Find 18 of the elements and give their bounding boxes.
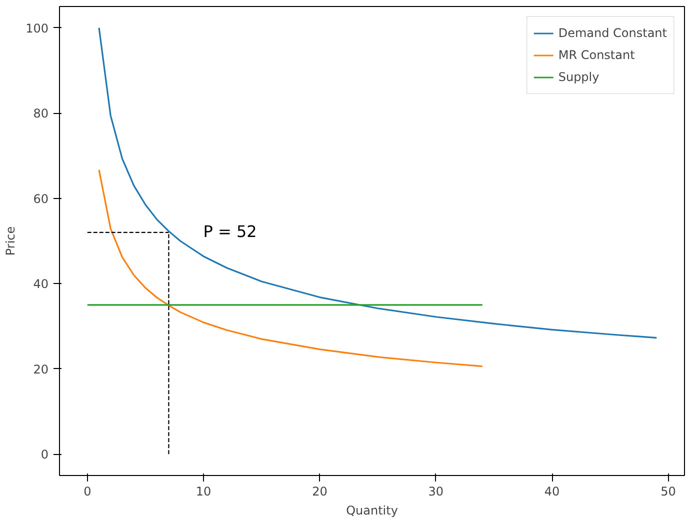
x-tick-label: 40 [544,484,560,498]
x-tick-label: 10 [196,484,212,498]
annotation: P = 52 [203,222,257,242]
legend-label: Demand Constant [558,26,667,40]
legend-label: MR Constant [558,48,635,62]
y-tick-label: 40 [33,277,49,292]
y-axis-title: Price [4,226,18,256]
y-tick-label: 100 [26,21,48,36]
x-tick-label: 50 [660,484,676,498]
y-tick-label: 20 [33,362,49,376]
x-tick-label: 0 [84,484,92,498]
y-tick-label: 0 [40,448,49,462]
y-tick-label: 60 [33,192,49,206]
x-tick-label: 20 [312,484,328,498]
x-axis-title: Quantity [346,504,398,518]
legend-label: Supply [558,70,600,84]
x-tick-label: 30 [428,484,444,498]
y-tick-label: 80 [33,106,49,121]
